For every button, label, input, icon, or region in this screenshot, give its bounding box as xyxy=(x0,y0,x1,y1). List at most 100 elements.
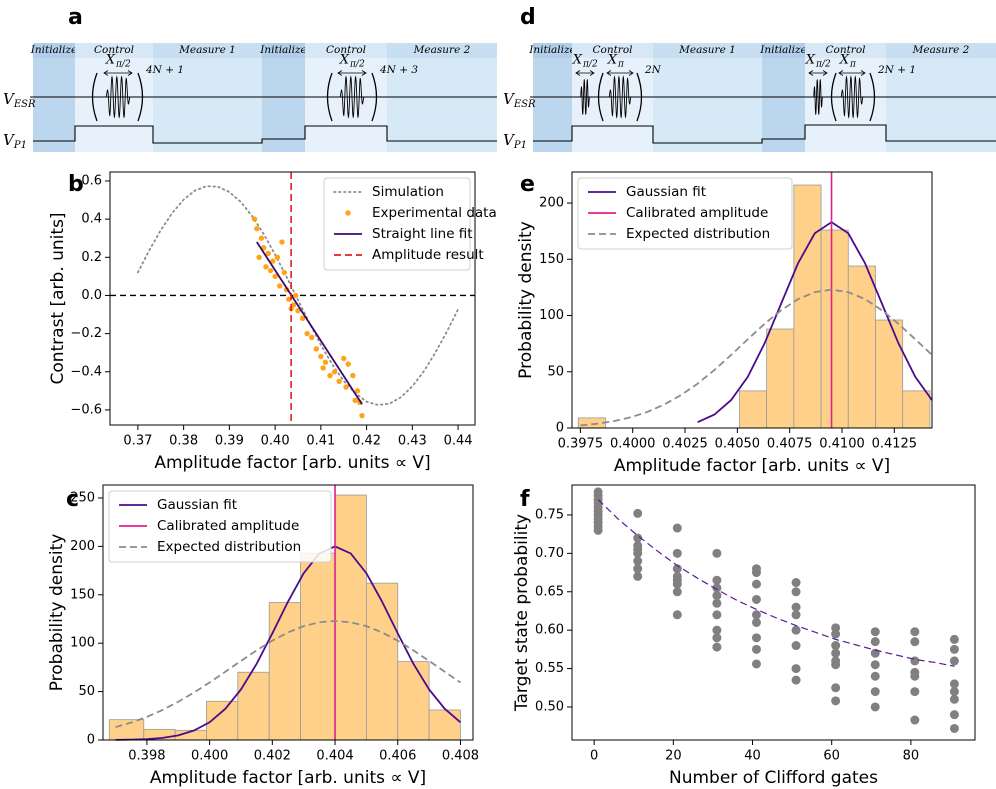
histogram-bar xyxy=(365,582,399,741)
bracket xyxy=(636,72,643,122)
pulse-burst xyxy=(580,78,590,116)
bracket xyxy=(326,72,333,122)
histogram-bar xyxy=(793,184,822,429)
data-point xyxy=(751,644,761,654)
segment-label: Measure 1 xyxy=(678,44,736,56)
x-tick-label: 0.44 xyxy=(444,434,473,449)
data-point xyxy=(345,361,352,367)
y-tick-label: −0.2 xyxy=(70,326,102,341)
y-tick-label: 0.4 xyxy=(81,212,102,227)
data-point xyxy=(870,702,880,712)
row-label-base: V xyxy=(3,131,16,149)
axes-frame xyxy=(571,484,976,741)
data-point xyxy=(712,591,722,601)
x-tick-label: 0.37 xyxy=(123,434,152,449)
bracket xyxy=(137,72,144,122)
y-tick-label: 0.2 xyxy=(81,250,102,265)
segment-label: Initialize xyxy=(759,44,807,56)
x-axis-label: Amplitude factor [arb. units ∝ V] xyxy=(614,456,890,476)
x-axis-label: Amplitude factor [arb. units ∝ V] xyxy=(150,768,426,788)
segment-label: Initialize xyxy=(30,44,78,56)
legend-label: Calibrated amplitude xyxy=(626,205,768,221)
data-point xyxy=(633,564,643,574)
y-tick-label: 0.0 xyxy=(81,288,102,303)
legend-label: Expected distribution xyxy=(157,539,301,555)
pulse-burst xyxy=(339,75,365,119)
data-point xyxy=(831,641,841,651)
legend-label: Expected distribution xyxy=(626,226,770,242)
data-point xyxy=(672,579,682,589)
data-point xyxy=(949,656,959,666)
data-point xyxy=(870,660,880,670)
data-point xyxy=(633,556,643,566)
gate-arrow xyxy=(575,70,595,76)
data-point xyxy=(751,633,761,643)
gate-label-sub: π xyxy=(617,60,625,70)
plot-area xyxy=(577,172,933,429)
data-point xyxy=(327,372,333,379)
x-tick-label: 0.398 xyxy=(128,749,165,764)
histogram-bar xyxy=(397,661,430,741)
legend-swatch xyxy=(345,210,351,216)
data-point xyxy=(265,250,271,257)
data-point xyxy=(791,625,801,635)
data-point xyxy=(791,641,801,651)
x-tick-label: 0.4125 xyxy=(872,437,918,452)
y-axis-label: Probability density xyxy=(47,534,67,692)
x-tick-label: 0.42 xyxy=(352,434,381,449)
data-point xyxy=(751,659,761,669)
data-point xyxy=(870,671,880,681)
data-point xyxy=(751,568,761,578)
pulse-burst xyxy=(105,75,131,119)
gate-arrow xyxy=(606,70,634,76)
histogram-bar xyxy=(766,328,795,429)
x-tick-label: 0.41 xyxy=(306,434,335,449)
data-point xyxy=(295,308,301,314)
repeat-label: 2N + 1 xyxy=(877,64,916,76)
data-point xyxy=(593,525,603,535)
gate-label: X xyxy=(839,53,850,68)
legend-label: Gaussian fit xyxy=(626,184,706,200)
data-point xyxy=(672,548,682,558)
y-tick-label: 0 xyxy=(87,733,95,748)
data-point xyxy=(633,508,643,518)
data-point xyxy=(712,642,722,652)
x-tick-label: 0.43 xyxy=(398,434,427,449)
segment-header xyxy=(805,43,886,58)
segment-header xyxy=(572,43,653,58)
segment-label: Initialize xyxy=(259,44,307,56)
data-point xyxy=(318,353,324,360)
data-point xyxy=(336,378,342,385)
legend-label: Amplitude result xyxy=(372,247,484,263)
repeat-label: 4N + 1 xyxy=(145,64,184,76)
segment-header xyxy=(75,43,153,58)
data-point xyxy=(320,365,326,371)
data-point xyxy=(672,610,682,620)
x-tick-label: 0.404 xyxy=(316,749,353,764)
data-point xyxy=(263,264,269,270)
segment-header xyxy=(153,43,262,58)
y-tick-label: 0.50 xyxy=(535,699,564,714)
row-label-sub: P1 xyxy=(513,140,527,151)
data-point xyxy=(343,384,349,390)
data-point xyxy=(751,594,761,604)
segment-header xyxy=(305,43,387,58)
segment-header xyxy=(262,43,305,58)
row-label: VP1 xyxy=(3,131,27,151)
y-axis-label: Target state probability xyxy=(512,514,532,712)
segment-label: Measure 2 xyxy=(912,44,970,56)
histogram-bar xyxy=(268,602,301,741)
data-point xyxy=(791,587,801,597)
x-axis-label: Amplitude factor [arb. units ∝ V] xyxy=(154,453,430,473)
y-axis-label: Probability density xyxy=(516,221,536,379)
data-point xyxy=(267,267,274,274)
y-tick-label: −0.6 xyxy=(70,402,102,417)
segment-header xyxy=(387,43,497,58)
panel-label: a xyxy=(68,5,83,30)
histogram-bar xyxy=(739,390,768,429)
segment-label: Measure 2 xyxy=(413,44,471,56)
data-point xyxy=(910,656,920,666)
panel-label: f xyxy=(520,487,530,512)
series-line xyxy=(580,288,933,427)
y-tick-label: 0.55 xyxy=(535,661,564,676)
